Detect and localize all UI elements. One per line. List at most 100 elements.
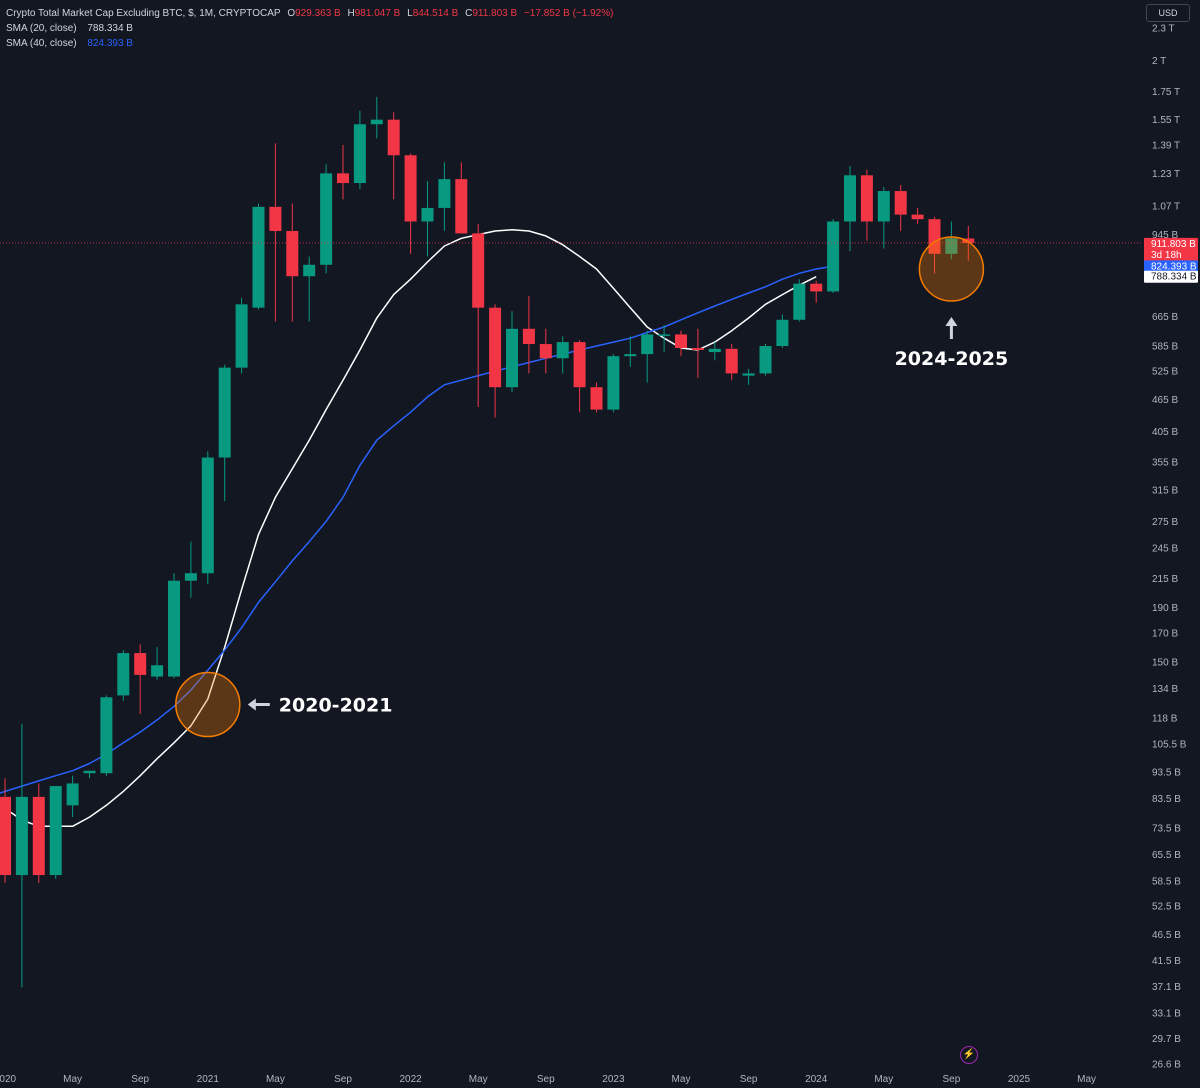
candle <box>641 330 654 383</box>
close-label: C <box>465 8 473 19</box>
y-tick-label: 46.5 B <box>1152 930 1181 941</box>
candle-body <box>15 796 28 876</box>
highlight-circle <box>918 236 985 302</box>
candle-body <box>776 319 789 347</box>
x-tick-label: Sep <box>943 1074 961 1085</box>
legend-sma20-row[interactable]: SMA (20, close) 788.334 B <box>6 21 613 36</box>
candle-body <box>455 179 468 234</box>
low-value: 844.514 B <box>412 8 459 19</box>
change-value: −17.852 B (−1.92%) <box>523 8 614 19</box>
candle <box>776 314 789 349</box>
candle-body <box>860 175 873 222</box>
candle <box>539 328 552 374</box>
candle-body <box>691 348 704 351</box>
x-tick-label: Sep <box>537 1074 555 1085</box>
x-tick-label: 2024 <box>805 1074 828 1085</box>
candle-body <box>286 230 299 277</box>
sma20-tag-text: 788.334 B <box>1151 272 1197 283</box>
candle-body <box>573 342 586 388</box>
x-tick-label: Sep <box>334 1074 352 1085</box>
candle-body <box>928 219 941 254</box>
candle <box>810 280 823 303</box>
candle-body <box>66 783 79 806</box>
y-tick-label: 150 B <box>1152 658 1178 669</box>
x-tick-label: May <box>266 1074 285 1085</box>
candle <box>269 143 282 322</box>
candle <box>844 165 856 252</box>
candle-body <box>337 173 349 184</box>
y-tick-label: 190 B <box>1152 603 1178 614</box>
y-tick-label: 355 B <box>1152 458 1178 469</box>
candle <box>0 778 11 883</box>
y-tick-label: 215 B <box>1152 574 1178 585</box>
candle-body <box>945 238 958 254</box>
y-tick-label: 33.1 B <box>1152 1009 1181 1020</box>
y-tick-label: 93.5 B <box>1152 767 1181 778</box>
candle-body <box>827 221 840 292</box>
candle <box>860 169 873 241</box>
y-tick-label: 73.5 B <box>1152 823 1181 834</box>
x-tick-label: 2021 <box>197 1074 220 1085</box>
candle-body <box>489 307 502 388</box>
y-tick-label: 405 B <box>1152 427 1178 438</box>
candle <box>793 279 806 322</box>
candle <box>100 695 113 776</box>
candle <box>556 336 569 374</box>
x-tick-label: Sep <box>740 1074 758 1085</box>
candle <box>894 185 907 231</box>
lightning-icon[interactable]: ⚡ <box>960 1046 978 1064</box>
candle <box>911 207 924 224</box>
candle-body <box>83 770 96 774</box>
y-tick-label: 2.3 T <box>1152 24 1175 35</box>
currency-button[interactable]: USD <box>1146 4 1190 22</box>
candle <box>117 650 130 701</box>
y-tick-label: 134 B <box>1152 684 1178 695</box>
x-tick-label: 2023 <box>602 1074 625 1085</box>
candle <box>573 340 586 413</box>
candle <box>15 723 28 988</box>
candle <box>370 96 383 139</box>
candle-body <box>759 346 772 374</box>
candle-body <box>438 179 451 208</box>
candle-body <box>49 786 62 876</box>
candle <box>827 219 840 294</box>
candle-body <box>556 342 569 359</box>
sma20-tag: 788.334 B <box>1144 270 1198 283</box>
candle <box>928 216 941 274</box>
low-label: L <box>407 8 413 19</box>
candle <box>66 775 79 818</box>
candle-body <box>962 238 975 243</box>
sma40-value: 824.393 B <box>87 38 133 49</box>
arrow-head-icon <box>247 698 256 711</box>
high-value: 981.047 B <box>354 8 401 19</box>
last-price-tag-text: 3d 18h <box>1151 250 1182 261</box>
candle-body <box>894 191 907 215</box>
sma20-label: SMA (20, close) <box>6 23 77 34</box>
y-tick-label: 1.55 T <box>1152 115 1180 126</box>
last-price-tag-text: 911.803 B <box>1151 239 1196 250</box>
sma40-line <box>0 265 834 794</box>
legend-sma40-row[interactable]: SMA (40, close) 824.393 B <box>6 36 613 51</box>
x-tick-label: May <box>1077 1074 1096 1085</box>
candle-body <box>522 328 535 345</box>
y-tick-label: 170 B <box>1152 629 1178 640</box>
candle-body <box>0 796 11 876</box>
candle-body <box>184 573 197 581</box>
symbol-title: Crypto Total Market Cap Excluding BTC, $… <box>6 8 281 19</box>
close-value: 911.803 B <box>472 8 518 19</box>
x-tick-label: 2020 <box>0 1074 17 1085</box>
candle-body <box>218 367 231 458</box>
candle-body <box>675 334 687 349</box>
y-tick-label: 465 B <box>1152 395 1178 406</box>
y-tick-label: 525 B <box>1152 367 1178 378</box>
last-price-tag-bg <box>1144 237 1198 262</box>
candle-body <box>353 124 366 184</box>
sma40-label: SMA (40, close) <box>6 38 77 49</box>
candle-body <box>303 264 316 277</box>
candle <box>522 296 535 374</box>
candle <box>201 451 214 585</box>
last-price-tag: 911.803 B3d 18h <box>1144 237 1198 262</box>
candle <box>945 221 958 260</box>
y-tick-label: 315 B <box>1152 485 1178 496</box>
